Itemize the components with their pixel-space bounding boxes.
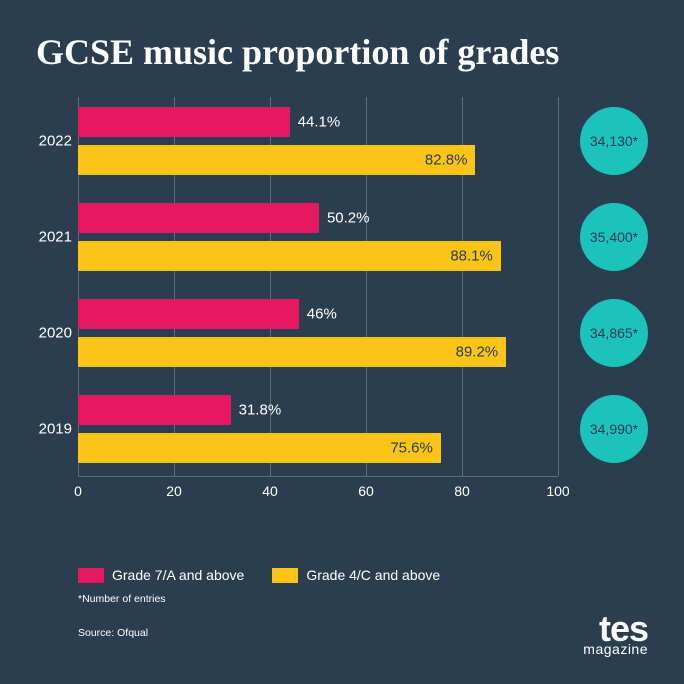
bar-grade7: 46% xyxy=(78,299,299,329)
year-label: 2019 xyxy=(32,421,72,438)
x-tick-label: 80 xyxy=(454,483,470,499)
bar-grade7: 44.1% xyxy=(78,107,290,137)
bar-value-label: 31.8% xyxy=(231,402,282,419)
legend: Grade 7/A and above Grade 4/C and above xyxy=(78,567,648,583)
bar-value-label: 88.1% xyxy=(450,248,493,265)
entries-badge: 34,990* xyxy=(580,395,648,463)
publisher-logo: tes magazine xyxy=(583,613,648,656)
legend-label: Grade 7/A and above xyxy=(112,567,244,583)
x-tick-label: 20 xyxy=(166,483,182,499)
bar-grade4: 89.2% xyxy=(78,337,506,367)
bar-value-label: 82.8% xyxy=(425,152,468,169)
entries-badge: 34,130* xyxy=(580,107,648,175)
x-tick-label: 60 xyxy=(358,483,374,499)
plot-region: 202244.1%82.8%34,130*202150.2%88.1%35,40… xyxy=(78,97,558,477)
year-label: 2021 xyxy=(32,229,72,246)
bar-grade4: 88.1% xyxy=(78,241,501,271)
chart-title: GCSE music proportion of grades xyxy=(36,32,648,73)
footnote: *Number of entries xyxy=(78,593,648,605)
bar-grade7: 50.2% xyxy=(78,203,319,233)
bar-value-label: 44.1% xyxy=(290,114,341,131)
entries-badge: 35,400* xyxy=(580,203,648,271)
bar-value-label: 50.2% xyxy=(319,210,370,227)
entries-badge: 34,865* xyxy=(580,299,648,367)
grid-line xyxy=(558,97,559,476)
bar-grade4: 75.6% xyxy=(78,433,441,463)
year-group: 202244.1%82.8% xyxy=(78,107,558,175)
legend-swatch xyxy=(272,568,298,583)
x-tick-label: 40 xyxy=(262,483,278,499)
bar-grade4: 82.8% xyxy=(78,145,475,175)
x-tick-label: 100 xyxy=(546,483,569,499)
legend-item: Grade 4/C and above xyxy=(272,567,440,583)
year-group: 201931.8%75.6% xyxy=(78,395,558,463)
legend-item: Grade 7/A and above xyxy=(78,567,244,583)
year-label: 2022 xyxy=(32,133,72,150)
bar-grade7: 31.8% xyxy=(78,395,231,425)
year-group: 202150.2%88.1% xyxy=(78,203,558,271)
legend-swatch xyxy=(78,568,104,583)
year-label: 2020 xyxy=(32,325,72,342)
source-line: Source: Ofqual xyxy=(78,627,648,639)
logo-text-sub: magazine xyxy=(583,643,648,656)
x-tick-label: 0 xyxy=(74,483,82,499)
bar-value-label: 75.6% xyxy=(390,440,433,457)
bar-value-label: 46% xyxy=(299,306,337,323)
bar-value-label: 89.2% xyxy=(456,344,499,361)
chart-area: 202244.1%82.8%34,130*202150.2%88.1%35,40… xyxy=(78,97,558,517)
year-group: 202046%89.2% xyxy=(78,299,558,367)
legend-label: Grade 4/C and above xyxy=(306,567,440,583)
